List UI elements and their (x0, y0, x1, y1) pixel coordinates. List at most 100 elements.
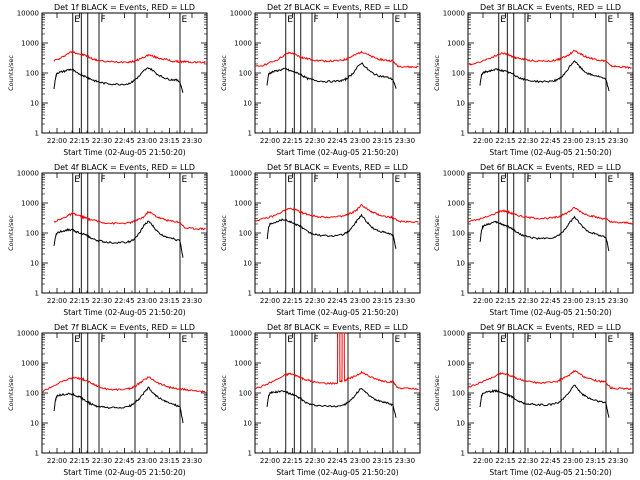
detector-panel: Det 2f BLACK = Events, RED = LLD Counts/s… (220, 3, 421, 157)
event-marker-label: E (395, 15, 401, 25)
events-series-line (479, 60, 610, 92)
lld-series-line (53, 50, 206, 64)
x-tick-label: 23:30 (608, 297, 628, 305)
x-tick-label: 23:30 (182, 457, 202, 465)
lld-series-line (255, 50, 419, 69)
y-tick-label: 1000 (447, 360, 465, 368)
y-tick-label: 10000 (230, 170, 252, 178)
events-series-line (53, 220, 184, 258)
x-tick-label: 22:15 (69, 137, 89, 145)
detector-panel: Det 3f BLACK = Events, RED = LLD Counts/s… (433, 3, 634, 157)
y-tick-label: 1000 (234, 360, 252, 368)
y-tick-label: 1000 (234, 200, 252, 208)
events-series-line (479, 215, 610, 252)
lld-series-line (255, 333, 419, 391)
x-tick-label: 23:00 (137, 457, 157, 465)
x-tick-label: 22:45 (540, 297, 560, 305)
x-tick-label: 22:30 (92, 297, 112, 305)
event-marker-label: E (287, 335, 293, 345)
events-series-line (53, 386, 184, 424)
plot-frame (41, 332, 208, 454)
y-tick-label: 10 (243, 100, 252, 108)
panel-title: Det 1f BLACK = Events, RED = LLD (54, 3, 195, 12)
lld-series-line (255, 203, 419, 224)
event-marker-label: E (500, 335, 506, 345)
x-tick-label: 22:45 (540, 137, 560, 145)
x-tick-label: 23:30 (608, 457, 628, 465)
x-tick-label: 23:15 (159, 457, 179, 465)
x-tick-label: 22:30 (92, 137, 112, 145)
x-tick-label: 22:30 (518, 457, 538, 465)
y-tick-label: 10000 (230, 330, 252, 338)
x-tick-label: 22:45 (327, 297, 347, 305)
x-tick-label: 23:30 (182, 137, 202, 145)
x-tick-label: 22:30 (305, 297, 325, 305)
lld-series-line (468, 49, 632, 70)
lld-series-line (468, 369, 632, 391)
panel-title: Det 2f BLACK = Events, RED = LLD (267, 3, 408, 12)
x-axis-label: Start Time (02-Aug-05 21:50:20) (489, 308, 611, 317)
event-marker-label: E (74, 335, 80, 345)
event-marker-label: E (395, 175, 401, 185)
x-tick-label: 22:30 (92, 457, 112, 465)
event-marker-label: F (314, 335, 319, 345)
panel-title: Det 5f BLACK = Events, RED = LLD (267, 163, 408, 172)
plot-frame (467, 332, 634, 454)
panel-title: Det 3f BLACK = Events, RED = LLD (480, 3, 621, 12)
x-tick-label: 23:30 (395, 457, 415, 465)
detector-panel: Det 7f BLACK = Events, RED = LLD Counts/s… (7, 323, 208, 477)
y-tick-label: 1 (35, 130, 39, 138)
event-marker-label: E (500, 15, 506, 25)
x-tick-label: 22:00 (473, 457, 493, 465)
event-marker-label: E (500, 175, 506, 185)
x-tick-label: 23:15 (159, 137, 179, 145)
panel-title: Det 7f BLACK = Events, RED = LLD (54, 323, 195, 332)
x-tick-label: 23:15 (372, 297, 392, 305)
x-tick-label: 22:45 (327, 137, 347, 145)
y-tick-label: 1 (35, 450, 39, 458)
detector-panel: Det 1f BLACK = Events, RED = LLD Counts/s… (7, 3, 208, 157)
y-axis-label: Counts/sec (433, 55, 441, 91)
x-tick-label: 23:00 (563, 297, 583, 305)
x-tick-label: 23:30 (182, 297, 202, 305)
x-tick-label: 22:15 (282, 137, 302, 145)
panel-title: Det 9f BLACK = Events, RED = LLD (480, 323, 621, 332)
y-tick-label: 1 (248, 290, 252, 298)
x-tick-label: 23:00 (350, 137, 370, 145)
y-tick-label: 10000 (230, 10, 252, 18)
y-axis-label: Counts/sec (7, 215, 15, 251)
x-tick-label: 23:30 (395, 137, 415, 145)
y-axis-label: Counts/sec (220, 55, 228, 91)
x-tick-label: 22:15 (495, 137, 515, 145)
y-axis-label: Counts/sec (433, 375, 441, 411)
y-tick-label: 100 (452, 230, 465, 238)
y-tick-label: 10 (456, 100, 465, 108)
x-axis-label: Start Time (02-Aug-05 21:50:20) (63, 308, 185, 317)
x-tick-label: 23:15 (159, 297, 179, 305)
x-tick-label: 22:45 (114, 457, 134, 465)
x-tick-label: 22:00 (260, 297, 280, 305)
x-tick-label: 22:30 (518, 137, 538, 145)
x-tick-label: 22:00 (473, 137, 493, 145)
y-tick-label: 100 (452, 390, 465, 398)
event-marker-label: F (101, 335, 106, 345)
y-axis-label: Counts/sec (220, 375, 228, 411)
x-tick-label: 22:00 (260, 137, 280, 145)
plot-frame (467, 12, 634, 134)
x-tick-label: 23:30 (608, 137, 628, 145)
x-tick-label: 22:00 (47, 137, 67, 145)
panel-title: Det 6f BLACK = Events, RED = LLD (480, 163, 621, 172)
detector-panel: Det 8f BLACK = Events, RED = LLD Counts/s… (220, 323, 421, 477)
y-tick-label: 1 (248, 450, 252, 458)
y-tick-label: 1 (461, 450, 465, 458)
y-tick-label: 10000 (443, 10, 465, 18)
event-marker-label: E (395, 335, 401, 345)
x-tick-label: 23:30 (395, 297, 415, 305)
plot-frame (254, 172, 421, 294)
x-tick-label: 22:30 (305, 137, 325, 145)
x-tick-label: 23:00 (137, 137, 157, 145)
x-tick-label: 23:15 (372, 457, 392, 465)
event-marker-label: E (182, 335, 188, 345)
y-tick-label: 1 (35, 290, 39, 298)
